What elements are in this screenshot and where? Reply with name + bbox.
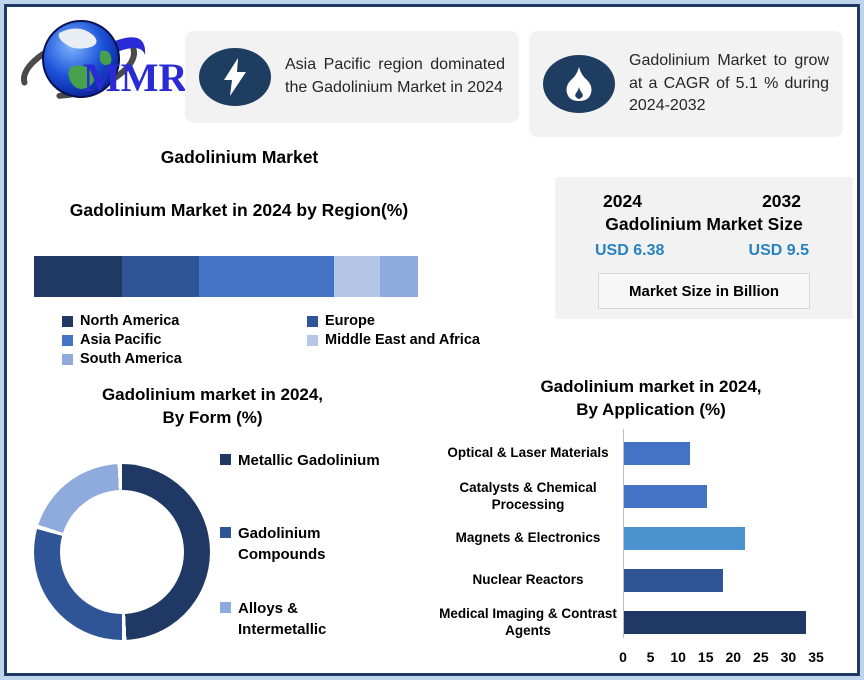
logo-text: MMR [83, 55, 187, 100]
legend-swatch-south-america [62, 353, 73, 365]
region-segment-south-america [379, 256, 418, 297]
legend-item-asia-pacific: Asia Pacific [62, 332, 307, 348]
category-label-nuclear-reactors: Nuclear Reactors [472, 572, 584, 588]
legend-swatch-middle-east-and-africa [307, 334, 318, 346]
legend-label: South America [80, 351, 182, 367]
category-label-magnets-electronics: Magnets & Electronics [455, 530, 601, 546]
bar-magnets-electronics [624, 527, 746, 550]
bar-optical-laser-materials [624, 442, 691, 465]
highlight-card-cagr: Gadolinium Market to grow at a CAGR of 5… [529, 31, 843, 137]
category-label-optical-laser-materials: Optical & Laser Materials [447, 445, 609, 461]
legend-item-south-america: South America [62, 351, 307, 367]
x-tick-25: 25 [753, 649, 769, 665]
highlight-text-region: Asia Pacific region dominated the Gadoli… [285, 56, 505, 96]
application-bar-chart: Optical & Laser Materials Catalysts & Che… [439, 427, 857, 673]
legend-label: Europe [325, 313, 375, 329]
x-tick-5: 5 [646, 649, 655, 665]
legend-item-alloys-intermetallic: Alloys & Intermetallic [220, 598, 388, 640]
application-chart-title: Gadolinium market in 2024, By Applicatio… [462, 376, 840, 422]
region-segment-asia-pacific [199, 256, 334, 297]
legend-item-europe: Europe [307, 313, 502, 329]
form-chart-title-line2: By Form (%) [162, 407, 263, 427]
legend-label: Alloys & Intermetallic [238, 600, 327, 638]
region-segment-north-america [34, 256, 123, 297]
bar-nuclear-reactors [624, 569, 724, 592]
legend-swatch-metallic-gadolinium [220, 454, 231, 465]
market-size-end-value: USD 9.5 [748, 242, 809, 259]
globe-icon: MMR [20, 20, 189, 100]
region-stacked-bar [34, 256, 418, 297]
legend-label: Gadolinium Compounds [238, 525, 326, 563]
x-tick-15: 15 [697, 649, 714, 665]
legend-label: Middle East and Africa [325, 332, 480, 348]
highlight-card-region: Asia Pacific region dominated the Gadoli… [185, 31, 519, 123]
year-start: 2024 [603, 191, 642, 211]
legend-swatch-north-america [62, 315, 73, 327]
legend-swatch-gadolinium-compounds [220, 527, 231, 538]
legend-item-metallic-gadolinium: Metallic Gadolinium [220, 450, 380, 471]
legend-label: Metallic Gadolinium [238, 452, 380, 469]
form-chart-title: Gadolinium market in 2024, By Form (%) [25, 384, 400, 430]
application-chart-axis [623, 429, 624, 638]
x-tick-35: 35 [808, 649, 824, 665]
bar-medical-imaging-contrast-agents [624, 611, 806, 634]
region-segment-europe [122, 256, 200, 297]
category-label-medical-imaging-contrast-agents: Medical Imaging & Contrast Agents [439, 605, 617, 638]
year-end: 2032 [762, 191, 801, 211]
x-tick-20: 20 [725, 649, 742, 665]
category-label-catalysts-chemical-processing: Catalysts & Chemical Processing [459, 479, 597, 512]
flame-icon [543, 55, 615, 113]
page-title: Gadolinium Market [160, 147, 319, 167]
infographic-canvas: MMR Asia Pacific region dominated the Ga… [4, 4, 860, 676]
highlight-text-cagr: Gadolinium Market to grow at a CAGR of 5… [629, 51, 829, 115]
x-tick-10: 10 [670, 649, 686, 665]
market-size-start-value: USD 6.38 [595, 242, 665, 259]
x-tick-30: 30 [780, 649, 797, 665]
region-legend: North America Europe Asia Pacific Middle Ea… [62, 313, 502, 367]
region-chart-title: Gadolinium Market in 2024 by Region(%) [69, 200, 409, 220]
legend-label: North America [80, 313, 180, 329]
legend-swatch-alloys-intermetallic [220, 602, 231, 613]
legend-swatch-europe [307, 315, 318, 327]
application-chart-title-line1: Gadolinium market in 2024, [540, 377, 762, 396]
lightning-icon [199, 48, 271, 106]
application-chart-title-line2: By Application (%) [576, 399, 726, 419]
form-donut-chart [34, 464, 210, 640]
market-size-label: Gadolinium Market Size [605, 214, 803, 234]
legend-item-north-america: North America [62, 313, 307, 329]
legend-swatch-asia-pacific [62, 334, 73, 346]
market-size-unit-note: Market Size in Billion [598, 273, 810, 309]
legend-item-gadolinium-compounds: Gadolinium Compounds [220, 523, 388, 565]
x-tick-0: 0 [619, 649, 627, 665]
legend-item-middle-east-and-africa: Middle East and Africa [307, 332, 502, 348]
bar-catalysts-chemical-processing [624, 485, 707, 508]
market-size-card: 2024 2032 Gadolinium Market Size USD 6.3… [555, 177, 853, 319]
form-chart-title-line1: Gadolinium market in 2024, [101, 385, 324, 404]
legend-label: Asia Pacific [80, 332, 162, 348]
region-segment-middle-east-and-africa [333, 256, 380, 297]
mmr-logo: MMR [19, 11, 189, 109]
